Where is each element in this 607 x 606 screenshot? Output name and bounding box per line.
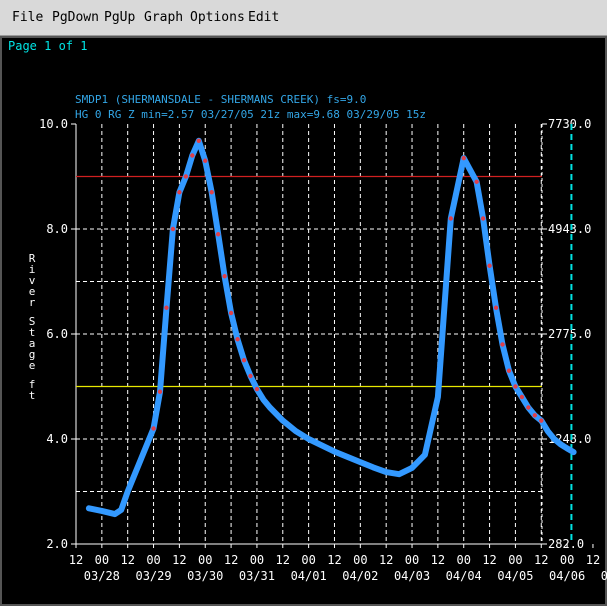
observed-point: [248, 373, 253, 379]
y2-tick-label: 4943.0: [548, 222, 591, 236]
chart-subtitle: HG 0 RG Z min=2.57 03/27/05 21z max=9.68…: [75, 108, 426, 121]
x-tick-label: 00: [198, 553, 212, 567]
x-tick-label: 00: [405, 553, 419, 567]
observed-point: [215, 232, 221, 237]
menu-pgup[interactable]: PgUp: [104, 10, 136, 25]
x-tick-label: 00: [456, 553, 470, 567]
menu-graph[interactable]: Graph: [144, 10, 184, 25]
observed-point: [500, 342, 505, 347]
x-tick-label: 12: [431, 553, 445, 567]
menu-edit[interactable]: Edit: [248, 10, 280, 25]
observed-point: [493, 305, 499, 310]
svg-text:g: g: [29, 348, 36, 361]
svg-text:r: r: [29, 296, 36, 309]
observed-point: [222, 274, 227, 279]
x-tick-label: 12: [586, 553, 600, 567]
observed-point: [235, 337, 240, 342]
svg-text:e: e: [29, 359, 36, 372]
page-indicator: Page 1 of 1: [8, 39, 88, 53]
x-tick-label: 00: [353, 553, 367, 567]
y2-tick-label: 2775.0: [548, 327, 591, 341]
x-tick-label: 12: [224, 553, 238, 567]
y-tick-label: 2.0: [46, 537, 68, 551]
observed-point: [506, 368, 512, 373]
observed-point: [157, 389, 163, 394]
observed-point: [526, 405, 531, 410]
x-tick-label: 00: [301, 553, 315, 567]
x-tick-label: 12: [69, 553, 83, 567]
graph-window: [0, 36, 607, 606]
x-date-label: 04/07: [601, 569, 607, 583]
y2-tick-label: 282.0: [548, 537, 584, 551]
x-tick-label: 00: [508, 553, 522, 567]
x-date-label: 03/28: [84, 569, 120, 583]
x-tick-label: 00: [560, 553, 574, 567]
observed-point: [170, 226, 176, 232]
observed-point: [209, 190, 214, 195]
x-date-label: 03/31: [239, 569, 275, 583]
y-tick-label: 6.0: [46, 327, 68, 341]
svg-text:a: a: [29, 337, 36, 350]
x-tick-label: 12: [482, 553, 496, 567]
svg-text:e: e: [29, 285, 36, 298]
chart-title: SMDP1 (SHERMANSDALE - SHERMANS CREEK) fs…: [75, 93, 366, 106]
x-tick-label: 12: [120, 553, 134, 567]
x-date-label: 04/04: [446, 569, 482, 583]
menu-file[interactable]: File: [12, 10, 44, 25]
y-tick-label: 4.0: [46, 432, 68, 446]
x-date-label: 04/02: [342, 569, 378, 583]
x-tick-label: 00: [95, 553, 109, 567]
menu-bar: File PgDown PgUp Graph Options Edit: [0, 0, 607, 36]
x-date-label: 03/30: [187, 569, 223, 583]
observed-point: [151, 426, 156, 431]
x-date-label: 04/03: [394, 569, 430, 583]
observed-point: [203, 158, 208, 163]
observed-point: [532, 413, 538, 418]
y2-tick-label: 7730.0: [548, 117, 591, 131]
x-date-label: 03/29: [135, 569, 171, 583]
x-tick-label: 00: [146, 553, 160, 567]
observed-point: [448, 216, 453, 221]
observed-point: [228, 310, 234, 316]
observed-point: [183, 174, 189, 179]
x-date-label: 04/06: [549, 569, 585, 583]
menu-pgdown[interactable]: PgDown: [52, 10, 99, 25]
svg-text:t: t: [29, 326, 36, 339]
svg-text:R: R: [29, 252, 36, 265]
x-tick-label: 12: [276, 553, 290, 567]
observed-point: [196, 138, 201, 143]
observed-point: [190, 153, 195, 158]
observed-point: [177, 190, 182, 195]
y-tick-label: 8.0: [46, 222, 68, 236]
svg-text:S: S: [29, 315, 36, 328]
x-tick-label: 00: [250, 553, 264, 567]
observed-point: [513, 384, 518, 389]
observed-point: [539, 418, 544, 423]
observed-point: [519, 394, 525, 400]
observed-point: [241, 358, 247, 363]
svg-text:v: v: [29, 274, 36, 287]
observed-point: [254, 386, 260, 392]
x-tick-label: 12: [327, 553, 341, 567]
menu-options[interactable]: Options: [190, 10, 245, 25]
observed-point: [164, 305, 169, 310]
svg-text:i: i: [29, 263, 36, 276]
svg-text:t: t: [29, 389, 36, 402]
y-tick-label: 10.0: [39, 117, 68, 131]
x-date-label: 04/05: [497, 569, 533, 583]
observed-stage-line: [85, 137, 577, 518]
x-tick-label: 12: [379, 553, 393, 567]
observed-point: [474, 179, 479, 184]
observed-point: [480, 216, 486, 221]
observed-point: [487, 263, 492, 268]
svg-text:f: f: [29, 378, 36, 391]
observed-point: [461, 155, 466, 161]
x-tick-label: 12: [172, 553, 186, 567]
x-date-label: 04/01: [291, 569, 327, 583]
x-tick-label: 12: [534, 553, 548, 567]
